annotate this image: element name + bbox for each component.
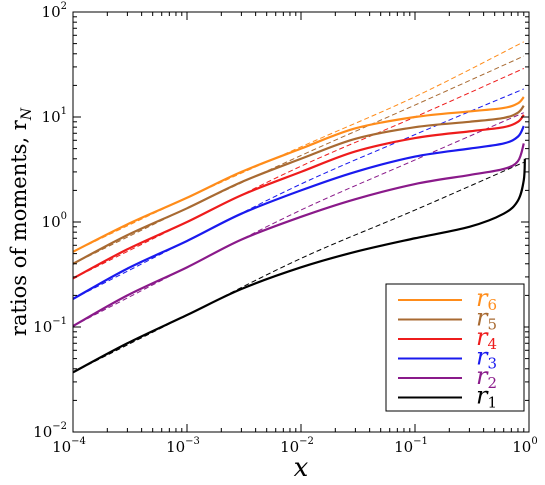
plot-frame	[72, 11, 530, 433]
series-r3-asymptote	[73, 88, 524, 300]
x-tick-label: 10−1	[394, 436, 428, 456]
legend-label-r2: r2	[476, 362, 497, 392]
series-r5-asymptote	[73, 55, 524, 265]
series-r1-line	[73, 158, 526, 374]
series-r6-line	[73, 96, 525, 253]
series-r2-asymptote	[73, 112, 524, 327]
legend-box	[385, 283, 525, 412]
y-axis-label-subscript: N	[19, 107, 35, 121]
series-r4-asymptote	[73, 67, 524, 279]
x-tick-label: 10−2	[280, 436, 314, 456]
legend-label-r5: r5	[476, 304, 497, 334]
y-tick-label: 102	[42, 1, 67, 21]
legend-label-r4: r4	[476, 323, 497, 353]
legend-label-r6: r6	[476, 284, 497, 314]
y-axis-label: ratios of moments, rN	[7, 107, 35, 336]
series-r1-asymptote	[73, 161, 524, 373]
y-axis-label-text: ratios of moments, r	[7, 119, 31, 336]
x-tick-label: 10−3	[166, 436, 200, 456]
series-r2-line	[73, 143, 525, 328]
series-r5-line	[73, 105, 525, 265]
series-r3-line	[73, 125, 525, 300]
x-tick-label: 100	[512, 436, 537, 456]
x-tick-label: 10−4	[52, 436, 86, 456]
y-tick-label: 10−1	[33, 316, 67, 336]
legend-label-r3: r3	[476, 343, 497, 373]
y-tick-label: 101	[42, 106, 67, 126]
y-tick-label: 100	[42, 211, 67, 231]
series-r4-line	[73, 114, 525, 280]
x-axis-label: x	[294, 453, 309, 483]
legend-label-r1: r1	[476, 382, 497, 412]
y-tick-label: 10−2	[33, 421, 67, 441]
